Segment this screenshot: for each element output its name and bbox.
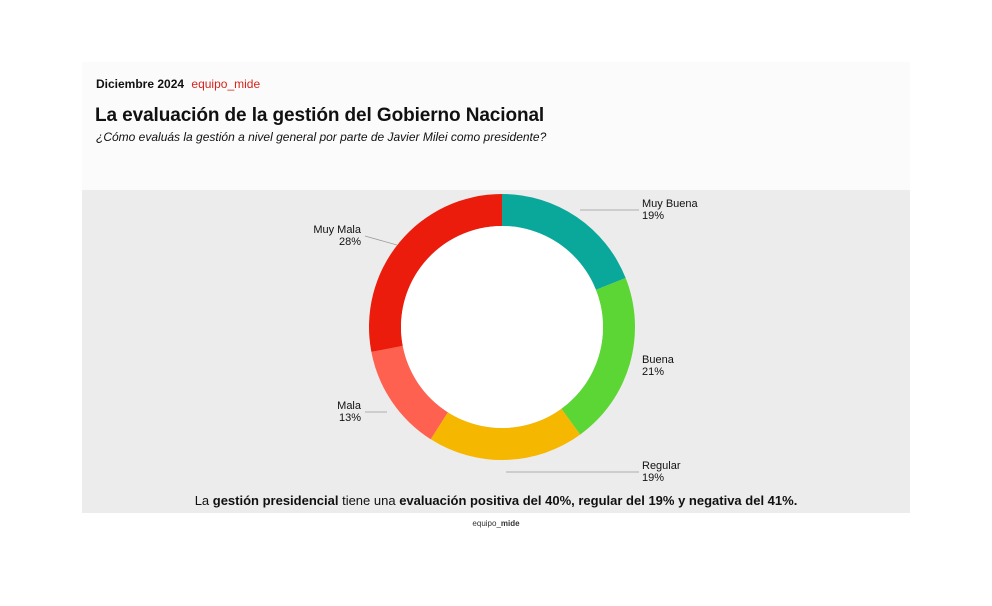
label-category-regular: Regular (642, 460, 681, 472)
footnote-bold-2: evaluación positiva del 40%, regular del… (399, 493, 798, 508)
page-subtitle: ¿Cómo evaluás la gestión a nivel general… (96, 130, 547, 144)
slice-regular (430, 408, 581, 460)
footer-brand-prefix: equipo_ (472, 519, 501, 528)
footnote-part-2: tiene una (338, 493, 400, 508)
label-value-buena: 21% (642, 366, 664, 378)
chart-footnote: La gestión presidencial tiene una evalua… (82, 493, 910, 508)
slice-mala (371, 345, 448, 440)
date-line: Diciembre 2024 equipo_mide (96, 77, 260, 91)
label-category-buena: Buena (642, 354, 675, 366)
label-value-muy-buena: 19% (642, 210, 664, 222)
slice-muy-mala (369, 194, 502, 352)
label-value-mala: 13% (339, 412, 361, 424)
slice-buena (561, 278, 635, 435)
donut-chart: Muy Buena19%Buena21%Regular19%Mala13%Muy… (313, 194, 699, 484)
slice-muy-buena (502, 194, 626, 290)
label-category-muy-buena: Muy Buena (642, 198, 699, 210)
label-category-mala: Mala (337, 400, 362, 412)
chart-panel: Muy Buena 19% Buena 21% Regular 19% Mala 13% Muy… (82, 190, 910, 513)
report-date: Diciembre 2024 (96, 77, 185, 91)
footer-brand: equipo_mide (0, 519, 992, 528)
label-value-muy-mala: 28% (339, 236, 361, 248)
footer-brand-bold: mide (500, 519, 520, 528)
leader-line-muy-mala (364, 235, 398, 246)
donut-hole (401, 226, 603, 428)
footnote-bold-1: gestión presidencial (212, 493, 339, 508)
page-title: La evaluación de la gestión del Gobierno… (95, 105, 545, 126)
label-value-regular: 19% (642, 472, 664, 484)
label-category-muy-mala: Muy Mala (313, 224, 362, 236)
brand-name: equipo_mide (191, 77, 261, 91)
footnote-part-1: La (194, 493, 213, 508)
header-band (82, 62, 910, 190)
